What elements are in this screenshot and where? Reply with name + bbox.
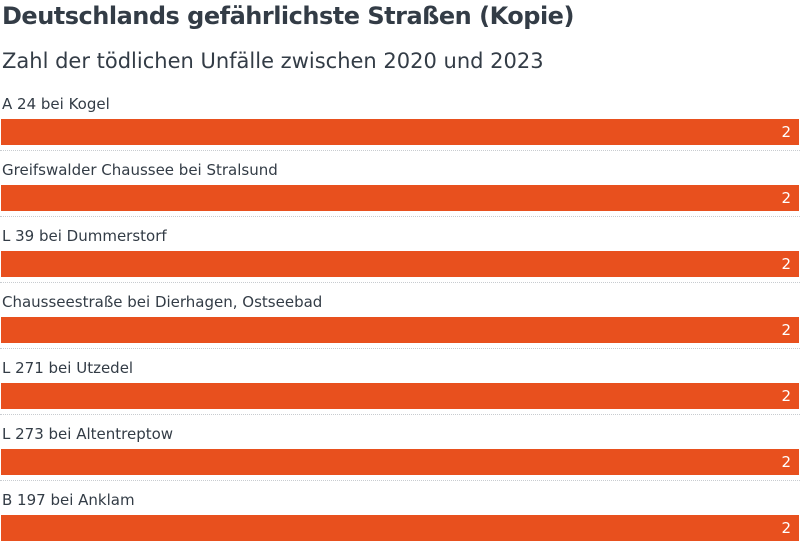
bar (1, 251, 799, 277)
row-divider (0, 282, 800, 283)
bar-label: L 273 bei Altentreptow (2, 425, 174, 443)
bar-label: Greifswalder Chaussee bei Stralsund (2, 161, 278, 179)
chart-title: Deutschlands gefährlichste Straßen (Kopi… (2, 2, 574, 30)
row-divider (0, 480, 800, 481)
bar-value-label: 2 (781, 255, 791, 273)
bar (1, 449, 799, 475)
bar (1, 515, 799, 541)
bar-value-label: 2 (781, 519, 791, 537)
bar-label: L 271 bei Utzedel (2, 359, 134, 377)
row-divider (0, 348, 800, 349)
chart-subtitle: Zahl der tödlichen Unfälle zwischen 2020… (2, 49, 544, 73)
bar-label: A 24 bei Kogel (2, 95, 110, 113)
bar (1, 119, 799, 145)
bar-value-label: 2 (781, 387, 791, 405)
bar (1, 317, 799, 343)
bar-value-label: 2 (781, 189, 791, 207)
row-divider (0, 216, 800, 217)
bar-value-label: 2 (781, 123, 791, 141)
row-divider (0, 414, 800, 415)
bar (1, 185, 799, 211)
bar-value-label: 2 (781, 321, 791, 339)
bar (1, 383, 799, 409)
bar-label: B 197 bei Anklam (2, 491, 135, 509)
row-divider (0, 150, 800, 151)
bar-value-label: 2 (781, 453, 791, 471)
bar-label: Chausseestraße bei Dierhagen, Ostseebad (2, 293, 323, 311)
bar-label: L 39 bei Dummerstorf (2, 227, 167, 245)
